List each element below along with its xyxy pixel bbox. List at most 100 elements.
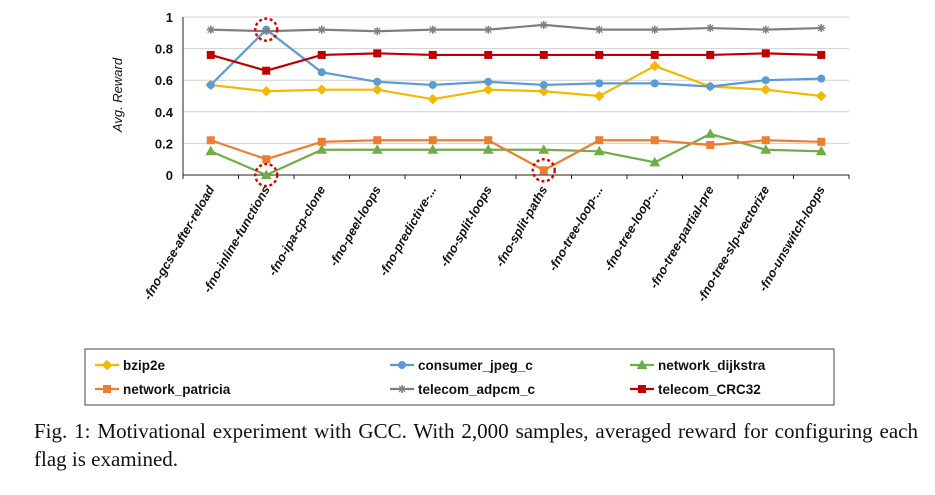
series-telecom_adpcm_c: [206, 20, 826, 36]
highlight-circle: [254, 17, 279, 42]
y-tick-label: 0.2: [155, 136, 173, 151]
legend-label: telecom_CRC32: [658, 382, 761, 397]
data-point: [428, 25, 437, 34]
x-category-label: -fno-tree-loop-...: [546, 184, 606, 274]
data-point: [371, 144, 383, 154]
legend-label: network_dijkstra: [658, 358, 766, 373]
data-point: [538, 144, 550, 154]
data-point: [373, 49, 382, 58]
series-line: [210, 132, 822, 177]
legend-marker: [398, 361, 406, 369]
data-point: [484, 77, 493, 86]
data-point: [316, 144, 328, 154]
data-point: [483, 84, 494, 95]
data-point: [262, 27, 271, 36]
x-category-labels: -fno-gcse-after-reload-fno-inline-functi…: [141, 183, 828, 304]
legend-marker: [398, 385, 406, 393]
data-point: [484, 25, 493, 34]
data-point: [428, 50, 437, 59]
legend-label: network_patricia: [123, 382, 231, 397]
legend-item: telecom_CRC32: [630, 382, 761, 397]
data-point: [373, 27, 382, 36]
legend-marker: [638, 385, 646, 393]
data-point: [594, 90, 605, 102]
data-point: [372, 84, 383, 95]
x-category-label: -fno-split-paths: [493, 183, 551, 269]
legend-marker: [636, 359, 648, 369]
data-point: [206, 25, 215, 34]
axes: [182, 17, 850, 179]
data-point: [817, 74, 826, 83]
data-point: [761, 76, 770, 85]
data-point: [427, 144, 439, 154]
data-point: [262, 66, 271, 75]
data-point: [539, 50, 548, 59]
y-tick-labels: 0 0.2 0.4 0.6 0.8 1: [155, 10, 174, 183]
y-tick-label: 0: [166, 168, 173, 183]
series-line: [210, 52, 822, 72]
series-line: [210, 139, 822, 172]
data-point: [539, 80, 548, 89]
legend-item: bzip2e: [95, 358, 166, 373]
data-point: [650, 79, 659, 88]
data-point: [761, 25, 770, 34]
data-point: [816, 90, 827, 102]
data-series: [205, 20, 827, 179]
x-category-label: -fno-split-loops: [437, 183, 495, 269]
data-point: [538, 86, 549, 97]
data-point: [262, 155, 271, 164]
data-point: [539, 166, 548, 175]
series-network_patricia: [206, 136, 826, 175]
line-chart: 0 0.2 0.4 0.6 0.8 1 -fno-gcse-after-reload-fn…: [84, 10, 850, 406]
data-point: [316, 84, 327, 95]
data-point: [650, 50, 659, 59]
data-point: [593, 145, 605, 156]
data-point: [482, 144, 494, 154]
data-point: [706, 24, 715, 33]
legend-box: [84, 348, 835, 406]
legend-item: consumer_jpeg_c: [390, 358, 533, 373]
y-tick-label: 0.8: [155, 42, 173, 57]
data-point: [373, 136, 382, 145]
data-point: [317, 137, 326, 146]
data-point: [817, 50, 826, 59]
data-point: [761, 49, 770, 58]
data-point: [317, 50, 326, 59]
x-category-label: -fno-tree-loop-...: [601, 184, 661, 274]
data-point: [206, 80, 215, 89]
data-point: [760, 84, 771, 95]
data-point: [595, 50, 604, 59]
data-point: [649, 156, 661, 167]
legend-item: telecom_adpcm_c: [390, 382, 536, 397]
data-point: [595, 79, 604, 88]
legend: bzip2e consumer_jpeg_c network_dijkstranet…: [84, 348, 835, 406]
x-category-label: -fno-ipa-cp-clone: [266, 183, 329, 278]
series-line: [210, 64, 822, 101]
data-point: [373, 77, 382, 86]
data-point: [595, 25, 604, 34]
data-point: [205, 145, 217, 156]
data-point: [760, 144, 772, 154]
data-point: [484, 50, 493, 59]
legend-marker: [103, 385, 111, 393]
data-point: [206, 50, 215, 59]
series-telecom_CRC32: [206, 49, 826, 75]
figure-caption: Fig. 1: Motivational experiment with GCC…: [34, 419, 918, 471]
data-point: [704, 128, 716, 138]
data-point: [260, 169, 272, 179]
legend-label: telecom_adpcm_c: [418, 382, 536, 397]
y-axis-title: Avg. Reward: [110, 57, 125, 133]
data-point: [817, 24, 826, 33]
y-tick-label: 0.6: [155, 73, 173, 88]
data-point: [428, 136, 437, 145]
data-point: [317, 25, 326, 34]
data-point: [317, 68, 326, 77]
series-consumer_jpeg_c: [206, 25, 826, 91]
legend-item: network_dijkstra: [630, 358, 766, 373]
data-point: [706, 82, 715, 91]
data-point: [706, 140, 715, 149]
data-point: [595, 136, 604, 145]
series-bzip2e: [205, 60, 827, 105]
series-network_dijkstra: [205, 128, 827, 179]
data-point: [206, 136, 215, 145]
